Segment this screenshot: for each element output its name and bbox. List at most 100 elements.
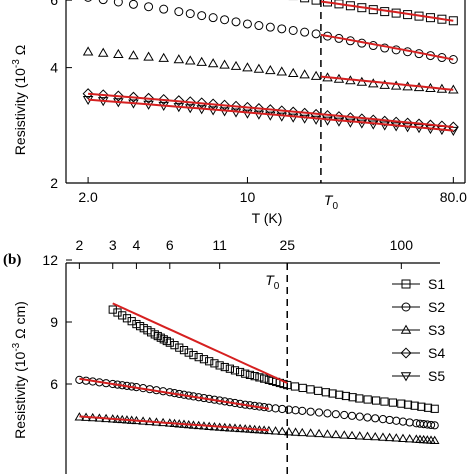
panel-a-point-S3 — [196, 56, 207, 66]
panel-b-fit-S3 — [79, 415, 269, 432]
panel-a-point-S5 — [368, 120, 379, 130]
panel-a-point-S4 — [158, 93, 170, 105]
legend-label: S1 — [428, 276, 445, 292]
panel-b-point-S3 — [354, 431, 365, 440]
panel-b-point-S1 — [225, 364, 234, 373]
panel-a-point-S2 — [113, 0, 123, 7]
panel-b-point-S1 — [205, 357, 214, 366]
panel-b-x-tick-label: 6 — [166, 237, 174, 253]
panel-a-point-S2 — [159, 4, 169, 14]
panel-b-fit-S1 — [112, 302, 288, 384]
panel-b-point-S3 — [314, 428, 324, 438]
panel-a-point-S2 — [231, 17, 241, 27]
panel-a-point-S3 — [219, 59, 230, 69]
panel-a-point-S2 — [311, 29, 321, 39]
panel-a-point-S4 — [447, 121, 459, 133]
panel-b-fit-S2 — [79, 377, 270, 410]
panel-b-point-S3 — [290, 427, 301, 436]
panel-a-point-S5 — [299, 114, 310, 124]
panel-a-point-S3 — [230, 60, 242, 70]
panel-a-point-S3 — [113, 48, 124, 58]
panel-a-point-S5 — [253, 110, 265, 120]
panel-b-point-S1 — [403, 400, 413, 409]
panel-a-point-S2 — [288, 25, 298, 35]
panel-a: 2.0 10 80.0 2 4 6 Resistivity (10-3 Ω T (K) T… — [11, 0, 467, 226]
legend-entry-S4: S4 — [392, 345, 445, 361]
panel-b-point-S1 — [430, 404, 439, 413]
panel-b-point-S1 — [235, 367, 245, 377]
panel-b-point-S2 — [284, 405, 293, 414]
panel-b-point-S3 — [305, 428, 316, 437]
panel-b-point-S3 — [384, 432, 395, 442]
panel-b-point-S3 — [391, 433, 402, 442]
panel-a-point-S2 — [242, 19, 252, 29]
panel-a-point-S5 — [379, 121, 390, 131]
panel-a-point-S2 — [208, 13, 218, 23]
panel-b-point-S1 — [306, 385, 315, 394]
panel-a-point-S3 — [299, 69, 310, 79]
panel-b-point-S1 — [194, 353, 203, 362]
panel-a-x-axis-label: T (K) — [252, 210, 283, 226]
legend-entry-S1: S1 — [392, 276, 445, 292]
panel-b-point-S1 — [108, 305, 117, 314]
panel-b-point-S1 — [210, 359, 219, 368]
panel-b-point-S1 — [321, 388, 331, 397]
panel-b-point-S2 — [271, 404, 280, 413]
panel-b-point-S1 — [189, 350, 198, 360]
panel-b-point-S1 — [175, 343, 184, 352]
panel-a-y-tick-label: 6 — [50, 0, 58, 8]
panel-a-point-S2 — [98, 0, 108, 5]
panel-b-point-S1 — [328, 389, 337, 398]
panel-b-point-S2 — [398, 417, 408, 426]
panel-a-point-S1 — [311, 0, 321, 5]
panel-a-y-axis-label: Resistivity (10-3 Ω — [11, 45, 28, 155]
panel-b-point-S1 — [380, 397, 389, 406]
panel-b-point-S2 — [378, 415, 388, 424]
panel-a-point-S5 — [333, 117, 345, 127]
panel-b: (b) 2 3 4 6 11 25 100 6 9 12 Resistivity (10-3 Ω … — [3, 237, 445, 474]
legend-marker-S2 — [401, 302, 411, 312]
panel-b-point-S2 — [278, 404, 287, 414]
panel-b-point-S1 — [410, 401, 419, 410]
panel-b-y-tick-label: 12 — [42, 252, 58, 268]
panel-a-point-S3 — [184, 55, 196, 65]
panel-b-point-S2 — [347, 411, 357, 420]
panel-a-point-S3 — [390, 80, 402, 90]
panel-b-y-tick-label: 6 — [50, 376, 58, 392]
panel-b-label: (b) — [3, 252, 21, 268]
legend-marker-S1 — [401, 279, 411, 289]
panel-b-point-S2 — [405, 418, 414, 427]
panel-a-point-S2 — [84, 0, 92, 2]
panel-b-x-tick-label: 4 — [133, 237, 141, 253]
panel-a-point-S3 — [379, 79, 390, 89]
legend-entry-S2: S2 — [392, 299, 445, 315]
panel-a-series-S2 — [84, 0, 458, 64]
panel-b-x-tick-label: 3 — [109, 237, 117, 253]
panel-b-point-S2 — [355, 412, 364, 421]
panel-b-point-S1 — [165, 338, 174, 347]
panel-a-point-S2 — [144, 2, 154, 12]
panel-b-point-S3 — [322, 429, 333, 438]
panel-a-point-S5 — [322, 116, 333, 126]
panel-a-fit-S3 — [320, 75, 454, 91]
legend-label: S3 — [428, 322, 445, 338]
panel-a-point-S5 — [287, 113, 299, 123]
panel-b-legend: S1 S2 S3 S4 S5 — [392, 276, 445, 384]
panel-b-point-S2 — [291, 406, 300, 415]
legend-marker-S4 — [400, 347, 412, 359]
panel-b-point-S2 — [331, 410, 340, 419]
panel-b-point-S1 — [388, 398, 398, 407]
panel-b-series-S1 — [108, 305, 439, 413]
panel-b-point-S1 — [363, 395, 372, 404]
panel-b-point-S2 — [298, 406, 307, 415]
panel-a-point-S4 — [97, 89, 109, 101]
panel-a-point-S4 — [112, 90, 124, 102]
panel-b-point-S2 — [314, 408, 324, 417]
panel-b-t0-label: T0 — [265, 272, 280, 292]
panel-a-point-S3 — [368, 78, 379, 88]
panel-b-point-S1 — [255, 373, 264, 382]
panel-a-point-S3 — [276, 66, 288, 76]
panel-b-point-S2 — [392, 416, 401, 425]
panel-b-point-S3 — [297, 427, 308, 437]
panel-b-y-tick-label: 9 — [50, 314, 58, 330]
